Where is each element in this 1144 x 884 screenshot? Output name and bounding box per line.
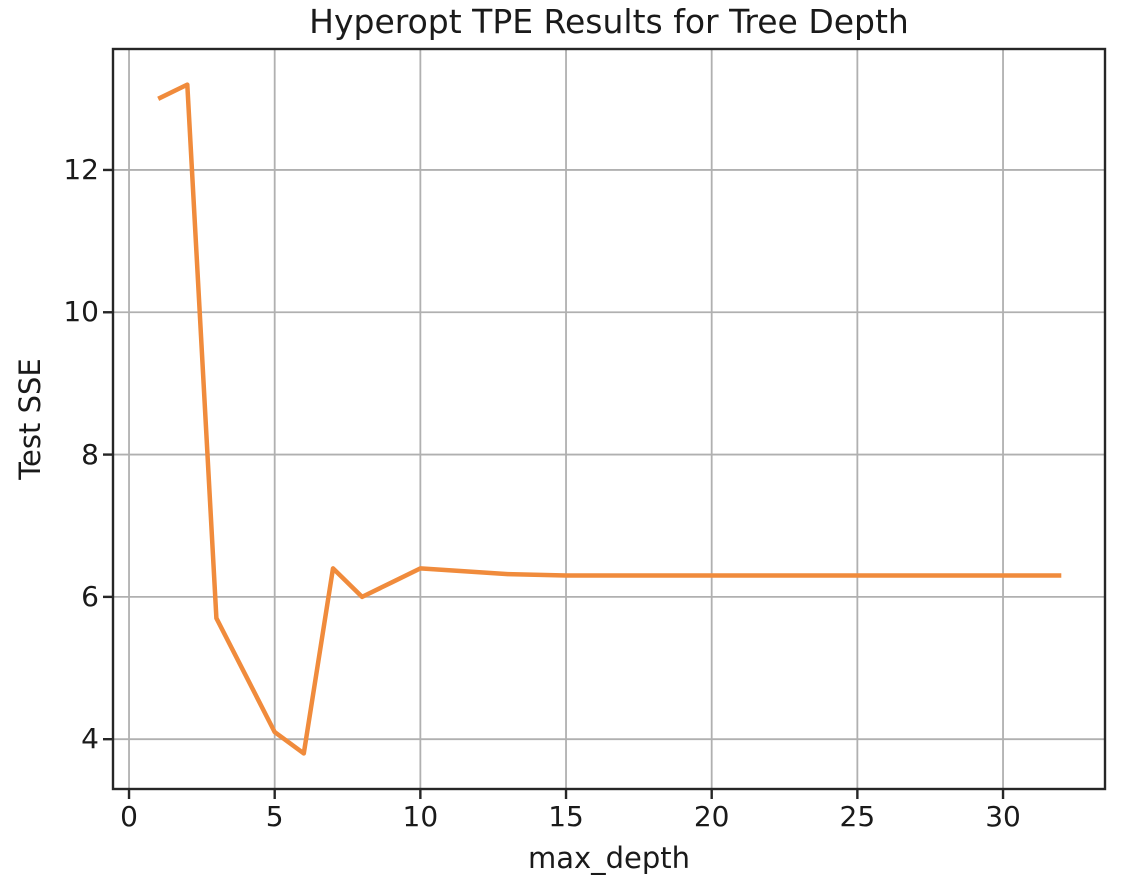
x-tick-label: 15 <box>548 800 584 833</box>
x-tick-label: 10 <box>402 800 439 833</box>
y-tick-label: 8 <box>81 437 99 471</box>
x-axis-label: max_depth <box>527 841 691 875</box>
y-tick-label: 12 <box>63 152 99 186</box>
x-tick-label: 30 <box>985 800 1021 833</box>
x-tick-label: 5 <box>265 800 284 833</box>
y-tick-label: 4 <box>81 722 99 756</box>
x-tick-label: 25 <box>839 800 876 833</box>
data-line-test-sse <box>157 82 1062 756</box>
chart-title: Hyperopt TPE Results for Tree Depth <box>309 2 909 41</box>
plot-border <box>111 47 1107 791</box>
x-tick-label: 20 <box>693 800 730 833</box>
y-tick-label: 10 <box>63 295 99 329</box>
x-tick-label: 0 <box>120 800 138 833</box>
y-tick-label: 6 <box>81 579 99 613</box>
